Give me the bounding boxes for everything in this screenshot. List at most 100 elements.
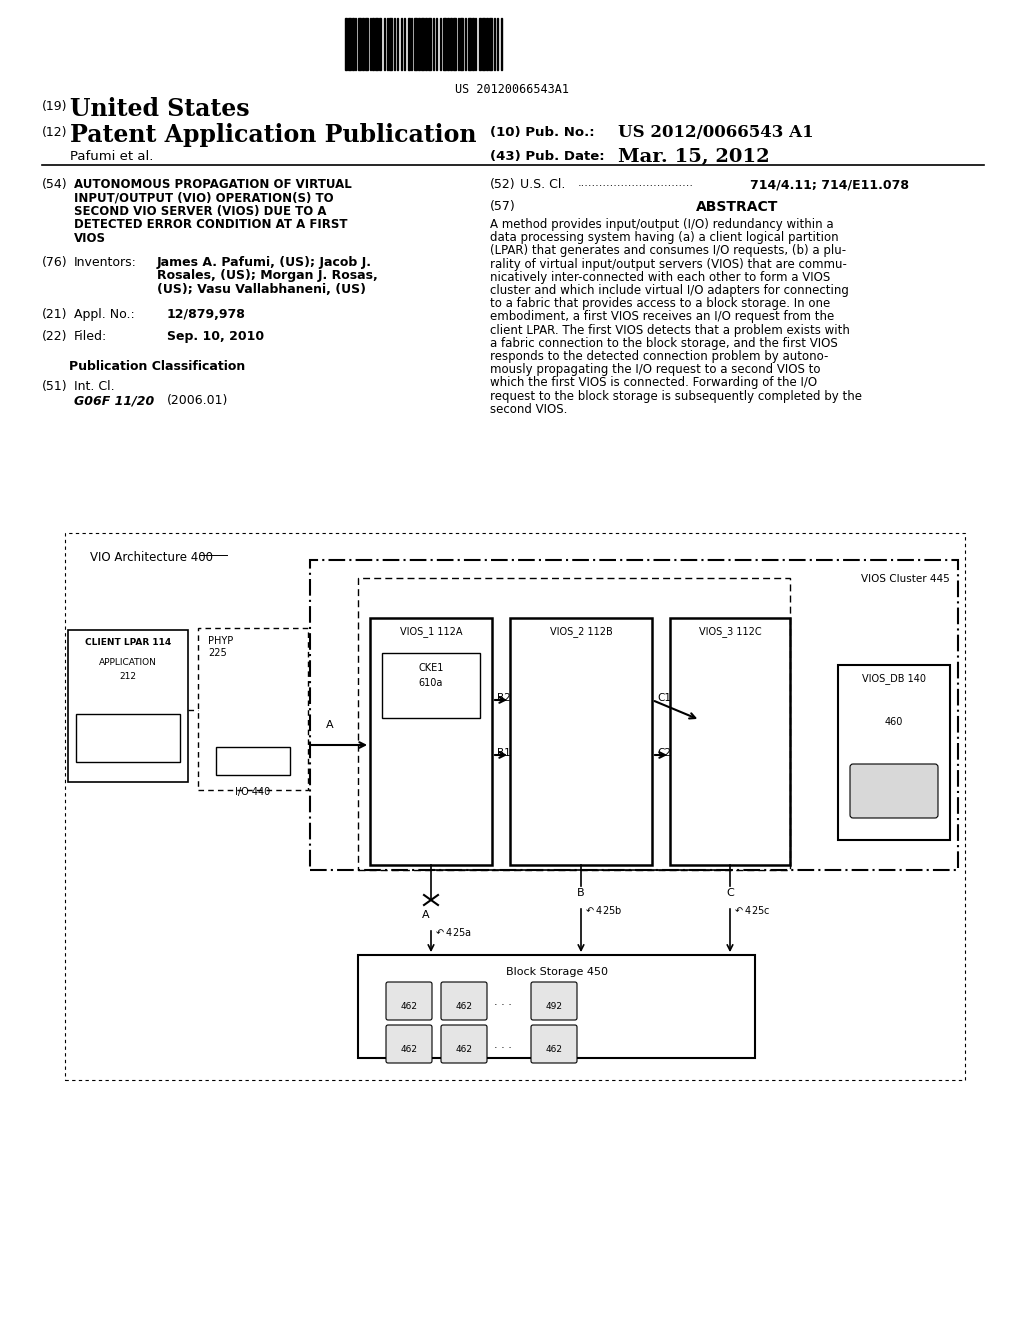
Text: (76): (76) [42, 256, 68, 269]
Text: CLIENT LPAR 114: CLIENT LPAR 114 [85, 638, 171, 647]
Text: 225: 225 [208, 648, 226, 657]
Bar [76, 714, 180, 762]
Text: $\curvearrowleft$425b: $\curvearrowleft$425b [584, 904, 623, 916]
Bar [358, 578, 790, 870]
Bar [198, 628, 308, 789]
Text: A: A [422, 909, 430, 920]
Text: Rosales, (US); Morgan J. Rosas,: Rosales, (US); Morgan J. Rosas, [157, 269, 378, 282]
Bar [428, 18, 431, 70]
Bar [479, 18, 481, 70]
Text: (2006.01): (2006.01) [167, 393, 228, 407]
Text: 462: 462 [456, 1002, 472, 1011]
Text: 212: 212 [120, 672, 136, 681]
Bar [460, 18, 463, 70]
Bar [414, 18, 417, 70]
Bar [838, 665, 950, 840]
Text: (57): (57) [490, 201, 516, 213]
Text: 714/4.11; 714/E11.078: 714/4.11; 714/E11.078 [750, 178, 909, 191]
Bar [348, 18, 351, 70]
Bar [489, 18, 492, 70]
Text: US 2012/0066543 A1: US 2012/0066543 A1 [618, 124, 814, 141]
Bar [370, 618, 492, 865]
Text: $\curvearrowleft$425c: $\curvearrowleft$425c [733, 904, 770, 916]
Text: (LPAR) that generates and consumes I/O requests, (b) a plu-: (LPAR) that generates and consumes I/O r… [490, 244, 846, 257]
Bar [358, 18, 361, 70]
Bar [362, 18, 364, 70]
Bar [375, 18, 378, 70]
Text: · · ·: · · · [494, 1043, 512, 1053]
Text: C: C [726, 888, 734, 898]
Text: 610a: 610a [419, 678, 443, 688]
Bar [372, 18, 374, 70]
Bar [472, 18, 474, 70]
Text: VIOS_DB 140: VIOS_DB 140 [862, 673, 926, 684]
Text: client LPAR. The first VIOS detects that a problem exists with: client LPAR. The first VIOS detects that… [490, 323, 850, 337]
FancyBboxPatch shape [386, 982, 432, 1020]
Text: DETECTED ERROR CONDITION AT A FIRST: DETECTED ERROR CONDITION AT A FIRST [74, 219, 347, 231]
Text: B2: B2 [497, 693, 511, 704]
Text: A: A [327, 719, 334, 730]
Text: U.S. Cl.: U.S. Cl. [520, 178, 565, 191]
Text: 12/879,978: 12/879,978 [167, 308, 246, 321]
FancyBboxPatch shape [386, 1026, 432, 1063]
Text: (19): (19) [42, 100, 68, 114]
Text: C2: C2 [657, 748, 671, 758]
Text: second VIOS.: second VIOS. [490, 403, 567, 416]
Text: 462: 462 [456, 1045, 472, 1053]
Bar [443, 18, 446, 70]
Bar [65, 533, 965, 1080]
Bar [486, 18, 488, 70]
Text: Int. Cl.: Int. Cl. [74, 380, 115, 393]
Bar [468, 18, 471, 70]
Text: (51): (51) [42, 380, 68, 393]
Bar [421, 18, 424, 70]
Bar [408, 18, 410, 70]
Bar [418, 18, 420, 70]
Text: Patent Application Publication: Patent Application Publication [70, 123, 476, 147]
Text: mously propagating the I/O request to a second VIOS to: mously propagating the I/O request to a … [490, 363, 820, 376]
Text: (43) Pub. Date:: (43) Pub. Date: [490, 150, 604, 162]
Text: Appl. No.:: Appl. No.: [74, 308, 135, 321]
Text: ABSTRACT: ABSTRACT [696, 201, 778, 214]
Text: responds to the detected connection problem by autono-: responds to the detected connection prob… [490, 350, 828, 363]
Text: 462: 462 [400, 1045, 418, 1053]
Text: which the first VIOS is connected. Forwarding of the I/O: which the first VIOS is connected. Forwa… [490, 376, 817, 389]
Bar [382, 653, 480, 718]
Text: VIOS: VIOS [74, 232, 106, 246]
Text: A method provides input/output (I/O) redundancy within a: A method provides input/output (I/O) red… [490, 218, 834, 231]
Text: I/O 440: I/O 440 [236, 787, 270, 797]
Text: cluster and which include virtual I/O adapters for connecting: cluster and which include virtual I/O ad… [490, 284, 849, 297]
Text: (21): (21) [42, 308, 68, 321]
Text: 460: 460 [885, 717, 903, 727]
FancyBboxPatch shape [441, 982, 487, 1020]
Bar [358, 954, 755, 1059]
Text: VIOS_3 112C: VIOS_3 112C [698, 626, 761, 638]
Text: (52): (52) [490, 178, 516, 191]
Text: rality of virtual input/output servers (VIOS) that are commu-: rality of virtual input/output servers (… [490, 257, 847, 271]
Bar [450, 18, 452, 70]
Text: CKE1: CKE1 [419, 663, 443, 673]
Text: PHYP: PHYP [208, 636, 233, 645]
Text: data processing system having (a) a client logical partition: data processing system having (a) a clie… [490, 231, 839, 244]
Text: · · ·: · · · [494, 1001, 512, 1010]
Text: VIO Architecture 400: VIO Architecture 400 [90, 550, 213, 564]
Text: a fabric connection to the block storage, and the first VIOS: a fabric connection to the block storage… [490, 337, 838, 350]
Bar [216, 747, 290, 775]
Bar [389, 18, 392, 70]
Bar [482, 18, 485, 70]
FancyBboxPatch shape [441, 1026, 487, 1063]
Text: James A. Pafumi, (US); Jacob J.: James A. Pafumi, (US); Jacob J. [157, 256, 372, 269]
Text: VIOS_1 112A: VIOS_1 112A [399, 626, 462, 638]
Text: Mar. 15, 2012: Mar. 15, 2012 [618, 148, 770, 166]
Text: SECOND VIO SERVER (VIOS) DUE TO A: SECOND VIO SERVER (VIOS) DUE TO A [74, 205, 327, 218]
Bar [68, 630, 188, 781]
Text: B1: B1 [497, 748, 511, 758]
Text: VIOS_2 112B: VIOS_2 112B [550, 626, 612, 638]
Text: Pafumi et al.: Pafumi et al. [70, 150, 154, 162]
Text: Inventors:: Inventors: [74, 256, 137, 269]
Bar [379, 18, 381, 70]
Text: (10) Pub. No.:: (10) Pub. No.: [490, 125, 595, 139]
Text: VIOS Cluster 445: VIOS Cluster 445 [861, 574, 950, 583]
Text: INPUT/OUTPUT (VIO) OPERATION(S) TO: INPUT/OUTPUT (VIO) OPERATION(S) TO [74, 191, 334, 205]
Text: Sep. 10, 2010: Sep. 10, 2010 [167, 330, 264, 343]
